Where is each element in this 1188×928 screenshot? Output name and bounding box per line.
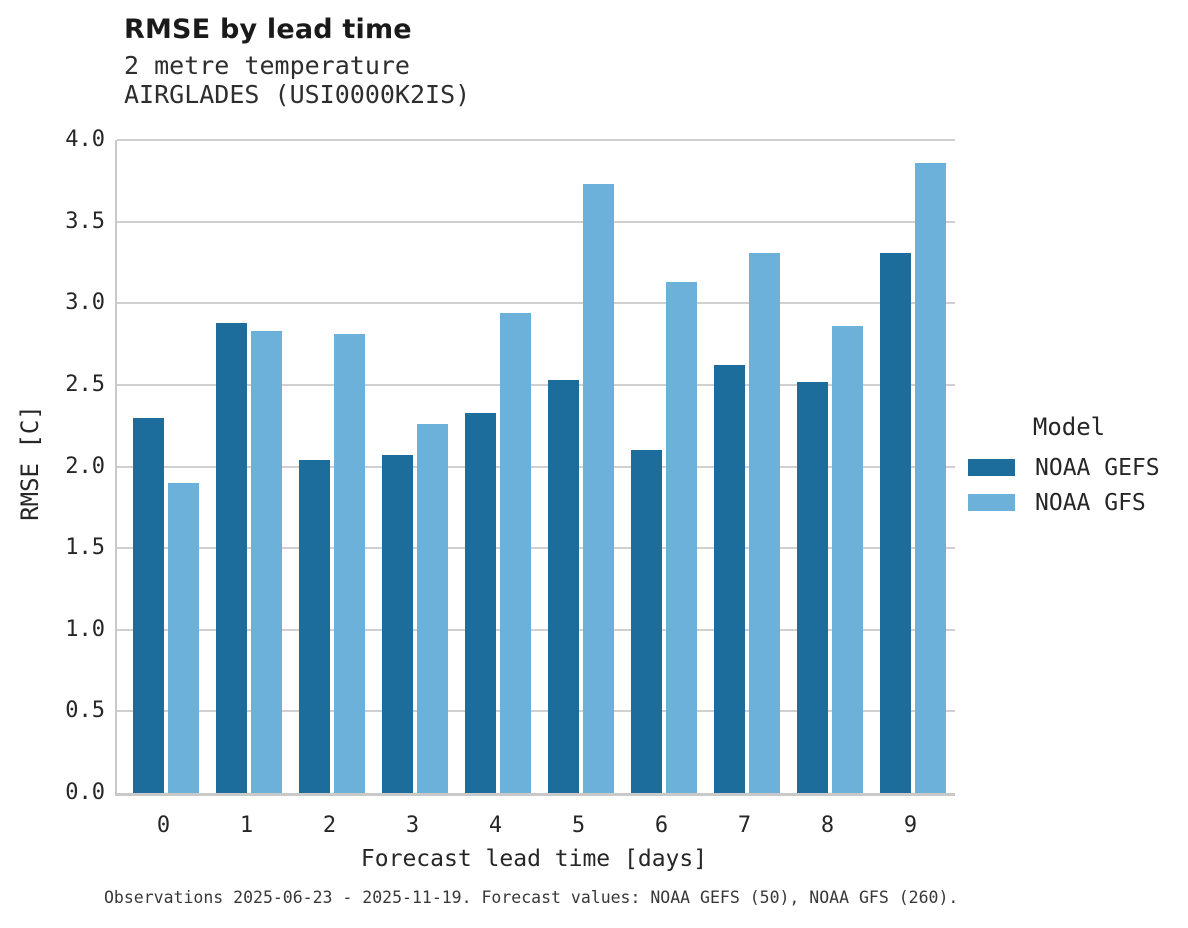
bar-noaa-gefs-day-3	[382, 455, 413, 793]
legend-label: NOAA GEFS	[1035, 454, 1160, 481]
legend-swatch	[968, 494, 1015, 511]
gridline	[117, 628, 955, 631]
legend-title: Model	[1032, 413, 1106, 441]
x-tick-label: 8	[820, 813, 835, 838]
bar-noaa-gfs-day-0	[167, 482, 199, 793]
bar-noaa-gefs-day-0	[133, 417, 164, 793]
x-axis-label: Forecast lead time [days]	[360, 846, 708, 872]
x-tick-label: 5	[571, 813, 586, 838]
gridline	[117, 220, 955, 223]
bar-noaa-gefs-day-2	[299, 459, 330, 793]
subtitle-variable: 2 metre temperature	[124, 51, 410, 80]
gridline	[117, 465, 955, 468]
bar-noaa-gfs-day-1	[250, 331, 282, 793]
chart-title: RMSE by lead time	[124, 14, 412, 45]
bar-noaa-gfs-day-9	[914, 162, 946, 793]
bar-noaa-gfs-day-2	[333, 334, 365, 793]
x-tick-label: 3	[405, 813, 420, 838]
y-tick-label: 0.5	[65, 698, 105, 724]
gridline	[117, 383, 955, 386]
legend-items: NOAA GEFS NOAA GFS	[963, 450, 1175, 520]
gridline	[117, 139, 955, 141]
y-tick-label: 1.0	[65, 616, 105, 642]
y-tick-labels: 0.0 0.5 1.0 1.5 2.0 2.5 3.0 3.5 4.0	[35, 127, 105, 805]
x-tick-label: 7	[737, 813, 752, 838]
x-tick-label: 4	[488, 813, 503, 838]
chart-subtitle: 2 metre temperature AIRGLADES (USI0000K2…	[124, 51, 470, 109]
bar-noaa-gefs-day-9	[880, 252, 911, 793]
bar-noaa-gefs-day-8	[797, 381, 828, 793]
plot-area	[115, 139, 955, 796]
bar-noaa-gefs-day-1	[216, 322, 247, 793]
bar-noaa-gefs-day-5	[548, 379, 579, 793]
bar-noaa-gefs-day-7	[714, 365, 745, 793]
bar-noaa-gfs-day-5	[582, 184, 614, 793]
legend-item: NOAA GEFS	[963, 450, 1175, 485]
bars	[117, 140, 955, 793]
x-tick-labels: 0 1 2 3 4 5 6 7 8 9	[115, 812, 953, 842]
y-tick-label: 3.0	[65, 290, 105, 316]
legend-item: NOAA GFS	[963, 485, 1175, 520]
subtitle-station: AIRGLADES (USI0000K2IS)	[124, 80, 471, 109]
bar-noaa-gfs-day-8	[831, 326, 863, 793]
y-tick-label: 1.5	[65, 535, 105, 561]
legend-label: NOAA GFS	[1035, 489, 1146, 516]
gridlines	[117, 139, 955, 793]
y-tick-label: 4.0	[65, 127, 105, 152]
bar-noaa-gfs-day-6	[665, 282, 697, 793]
bar-noaa-gfs-day-7	[748, 252, 780, 793]
bar-noaa-gefs-day-6	[631, 450, 662, 793]
x-tick-label: 1	[239, 813, 254, 838]
bar-noaa-gefs-day-4	[465, 412, 496, 793]
y-tick-label: 2.0	[65, 453, 105, 479]
x-tick-label: 9	[903, 813, 918, 838]
x-tick-label: 2	[322, 813, 337, 838]
gridline	[117, 547, 955, 550]
x-tick-label: 0	[156, 813, 171, 838]
bar-noaa-gfs-day-3	[416, 424, 448, 793]
x-tick-label: 6	[654, 813, 669, 838]
legend-swatch	[968, 459, 1015, 476]
bar-noaa-gfs-day-4	[499, 313, 531, 793]
gridline	[117, 710, 955, 713]
legend: Model NOAA GEFS NOAA GFS	[963, 412, 1175, 520]
gridline	[117, 302, 955, 305]
footer-caption: Observations 2025-06-23 - 2025-11-19. Fo…	[104, 888, 959, 907]
chart-header: RMSE by lead time 2 metre temperature AI…	[124, 14, 470, 109]
y-tick-label: 0.0	[65, 780, 105, 805]
y-tick-label: 2.5	[65, 371, 105, 397]
y-tick-label: 3.5	[65, 208, 105, 234]
